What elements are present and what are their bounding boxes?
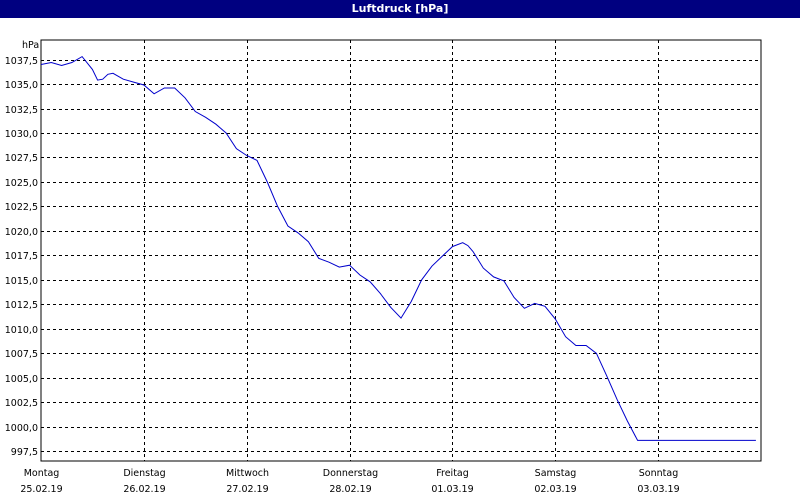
- plot-frame: [40, 39, 762, 462]
- x-tick-weekday: Mittwoch: [226, 468, 269, 479]
- series-line: [40, 55, 756, 441]
- x-tick-date: 02.03.19: [534, 484, 576, 495]
- y-tick-label: 1032,5: [5, 105, 38, 116]
- x-axis: Montag 25.02.19 Dienstag 26.02.19 Mittwoch 27…: [20, 468, 679, 495]
- y-tick-label: 1022,5: [5, 202, 38, 213]
- y-tick-label: 1037,5: [5, 56, 38, 67]
- y-tick-label: 1030,0: [5, 129, 38, 140]
- y-tick-label: 1035,0: [5, 80, 38, 91]
- y-tick-label: 1000,0: [5, 423, 38, 434]
- x-tick-date: 25.02.19: [20, 484, 62, 495]
- y-axis-label: hPa: [22, 40, 39, 51]
- x-tick-weekday: Dienstag: [123, 468, 165, 479]
- y-axis: 997,5 1000,0 1002,5 1005,0 1007,5 1010,0 1012,…: [5, 56, 38, 458]
- y-tick-label: 1012,5: [5, 300, 38, 311]
- chart-title: Luftdruck [hPa]: [0, 0, 800, 18]
- x-tick-weekday: Montag: [24, 468, 60, 479]
- y-tick-label: 1010,0: [5, 325, 38, 336]
- x-tick-weekday: Samstag: [535, 468, 577, 479]
- y-tick-label: 1017,5: [5, 251, 38, 262]
- x-tick-weekday: Freitag: [436, 468, 469, 479]
- grid: [41, 40, 761, 461]
- x-tick-date: 28.02.19: [329, 484, 371, 495]
- y-tick-label: 1027,5: [5, 153, 38, 164]
- y-tick-label: 1015,0: [5, 276, 38, 287]
- x-tick-date: 27.02.19: [226, 484, 268, 495]
- y-tick-label: 1007,5: [5, 349, 38, 360]
- x-tick-weekday: Donnerstag: [323, 468, 378, 479]
- x-tick-date: 03.03.19: [637, 484, 679, 495]
- y-tick-label: 1020,0: [5, 227, 38, 238]
- x-tick-date: 26.02.19: [123, 484, 165, 495]
- x-tick-date: 01.03.19: [431, 484, 473, 495]
- y-tick-label: 1002,5: [5, 398, 38, 409]
- y-tick-label: 1025,0: [5, 178, 38, 189]
- x-tick-weekday: Sonntag: [639, 468, 678, 479]
- y-tick-label: 997,5: [11, 447, 38, 458]
- y-tick-label: 1005,0: [5, 374, 38, 385]
